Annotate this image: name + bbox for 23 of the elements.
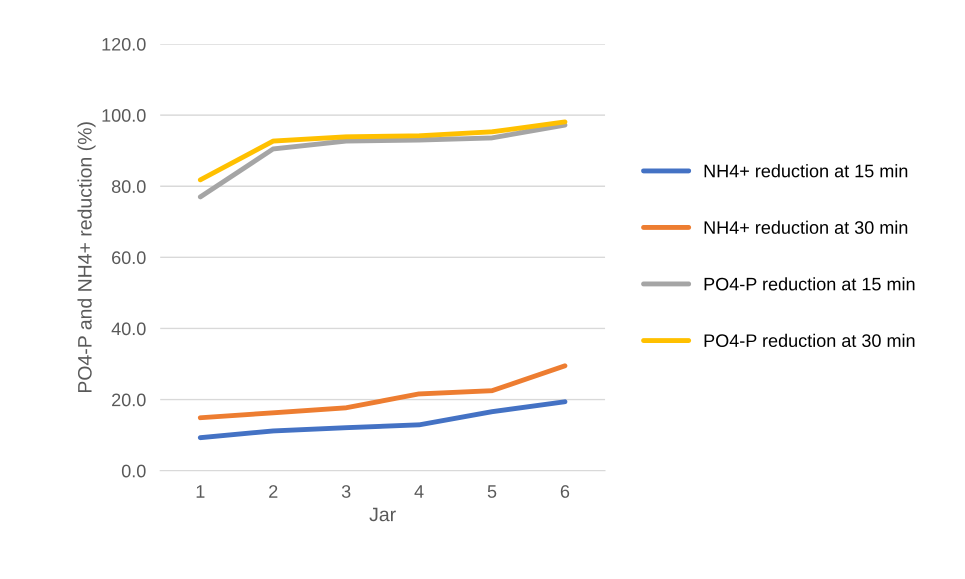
x-tick-label: 4 (414, 485, 424, 498)
x-axis-title: Jar (369, 508, 396, 522)
y-axis-title: PO4-P and NH4+ reduction (%) (77, 122, 96, 392)
y-tick-label: 20.0 (112, 394, 146, 406)
y-tick-label: 60.0 (112, 251, 146, 264)
y-tick-label: 80.0 (112, 180, 146, 193)
legend-label: NH4+ reduction at 30 min (704, 220, 908, 234)
y-tick-label: 100.0 (102, 109, 146, 122)
x-tick-label: 5 (488, 485, 496, 498)
line-series (198, 119, 568, 182)
y-tick-label: 120.0 (102, 38, 146, 51)
x-tick-label: 2 (269, 485, 278, 498)
line-series (198, 363, 568, 420)
legend-label: PO4-P reduction at 15 min (704, 277, 914, 290)
line-series (198, 122, 568, 200)
legend-label: NH4+ reduction at 15 min (704, 164, 908, 178)
y-tick-label: 0.0 (122, 464, 146, 478)
y-tick-label: 40.0 (112, 322, 146, 336)
x-tick-label: 1 (196, 485, 204, 498)
line-series (198, 399, 568, 440)
x-tick-label: 3 (342, 485, 350, 498)
x-tick-label: 6 (560, 485, 570, 498)
legend-label: PO4-P reduction at 30 min (704, 334, 914, 348)
